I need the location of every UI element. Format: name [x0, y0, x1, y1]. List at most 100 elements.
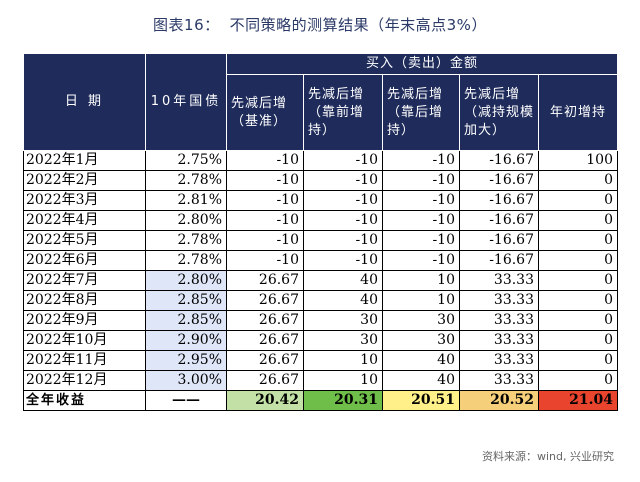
cell-strategy-4: -16.67: [459, 250, 539, 271]
header-strategy-5: 年初增持: [538, 74, 618, 151]
cell-strategy-3: -10: [382, 190, 460, 211]
cell-bond-yield: 2.90%: [145, 330, 227, 351]
cell-strategy-1: -10: [226, 250, 304, 271]
cell-bond-yield: 2.80%: [145, 210, 227, 231]
header-bond-yield: 10年国债: [145, 53, 227, 151]
cell-strategy-2: -10: [303, 250, 383, 271]
cell-bond-yield: 2.95%: [145, 350, 227, 371]
cell-strategy-4: -16.67: [459, 230, 539, 251]
table-row: 2022年7月 2.80% 26.67 40 10 33.33 0: [23, 270, 618, 291]
table-row: 2022年2月 2.78% -10 -10 -10 -16.67 0: [23, 170, 618, 191]
cell-date: 2022年1月: [23, 150, 146, 171]
header-strategy-3: 先减后增（靠后增持）: [382, 74, 460, 151]
cell-strategy-4: 33.33: [459, 350, 539, 371]
table-row: 2022年11月 2.95% 26.67 10 40 33.33 0: [23, 350, 618, 371]
figure-number: 图表16：: [153, 16, 220, 34]
cell-strategy-4: -16.67: [459, 210, 539, 231]
cell-strategy-2: 40: [303, 290, 383, 311]
cell-strategy-1: 26.67: [226, 310, 304, 331]
cell-strategy-2: -10: [303, 230, 383, 251]
cell-strategy-2: 30: [303, 330, 383, 351]
cell-strategy-4: -16.67: [459, 170, 539, 191]
cell-strategy-4: 33.33: [459, 370, 539, 391]
cell-strategy-2: 10: [303, 350, 383, 371]
cell-strategy-4: -16.67: [459, 190, 539, 211]
cell-date: 2022年5月: [23, 230, 146, 251]
cell-date: 2022年11月: [23, 350, 146, 371]
cell-strategy-4: 33.33: [459, 270, 539, 291]
cell-strategy-2: 10: [303, 370, 383, 391]
cell-strategy-2: -10: [303, 170, 383, 191]
cell-bond-yield: 2.78%: [145, 250, 227, 271]
cell-bond-yield: 3.00%: [145, 370, 227, 391]
cell-bond-yield: 2.78%: [145, 170, 227, 191]
table-row: 2022年1月 2.75% -10 -10 -10 -16.67 100: [23, 150, 618, 171]
cell-strategy-2: 40: [303, 270, 383, 291]
cell-bond-yield: 2.85%: [145, 290, 227, 311]
cell-strategy-2: 30: [303, 310, 383, 331]
cell-date: 2022年6月: [23, 250, 146, 271]
cell-strategy-3: -10: [382, 250, 460, 271]
table-row: 2022年10月 2.90% 26.67 30 30 33.33 0: [23, 330, 618, 351]
cell-date: 2022年4月: [23, 210, 146, 231]
header-strategy-1: 先减后增（基准）: [226, 74, 304, 151]
cell-strategy-5: 100: [538, 150, 618, 171]
cell-strategy-5: 0: [538, 370, 618, 391]
table-row: 2022年9月 2.85% 26.67 30 30 33.33 0: [23, 310, 618, 331]
cell-date: 2022年9月: [23, 310, 146, 331]
table-row: 2022年5月 2.78% -10 -10 -10 -16.67 0: [23, 230, 618, 251]
cell-strategy-3: 10: [382, 270, 460, 291]
cell-strategy-5: 0: [538, 170, 618, 191]
table-row: 2022年8月 2.85% 26.67 40 10 33.33 0: [23, 290, 618, 311]
cell-strategy-1: 26.67: [226, 370, 304, 391]
cell-date: 2022年7月: [23, 270, 146, 291]
cell-strategy-5: 0: [538, 230, 618, 251]
cell-strategy-4: 33.33: [459, 310, 539, 331]
total-strategy-1: 20.42: [226, 390, 304, 411]
cell-strategy-4: 33.33: [459, 290, 539, 311]
cell-strategy-5: 0: [538, 270, 618, 291]
cell-strategy-2: -10: [303, 210, 383, 231]
cell-strategy-1: -10: [226, 190, 304, 211]
cell-strategy-1: -10: [226, 150, 304, 171]
cell-strategy-5: 0: [538, 350, 618, 371]
total-strategy-5: 21.04: [538, 390, 618, 411]
cell-strategy-3: -10: [382, 150, 460, 171]
cell-strategy-1: -10: [226, 230, 304, 251]
cell-strategy-5: 0: [538, 290, 618, 311]
table-row: 2022年12月 3.00% 26.67 10 40 33.33 0: [23, 370, 618, 391]
table-row: 2022年4月 2.80% -10 -10 -10 -16.67 0: [23, 210, 618, 231]
table-row: 2022年3月 2.81% -10 -10 -10 -16.67 0: [23, 190, 618, 211]
cell-strategy-1: 26.67: [226, 290, 304, 311]
total-strategy-2: 20.31: [303, 390, 383, 411]
table-row: 2022年6月 2.78% -10 -10 -10 -16.67 0: [23, 250, 618, 271]
cell-bond-yield: 2.78%: [145, 230, 227, 251]
cell-strategy-1: 26.67: [226, 330, 304, 351]
cell-strategy-5: 0: [538, 210, 618, 231]
cell-strategy-3: -10: [382, 210, 460, 231]
cell-date: 2022年10月: [23, 330, 146, 351]
total-bond-placeholder: ——: [145, 390, 227, 411]
cell-strategy-3: 30: [382, 310, 460, 331]
cell-strategy-5: 0: [538, 190, 618, 211]
cell-strategy-2: -10: [303, 190, 383, 211]
cell-strategy-3: -10: [382, 170, 460, 191]
cell-strategy-3: 10: [382, 290, 460, 311]
cell-date: 2022年8月: [23, 290, 146, 311]
header-strategy-2: 先减后增（靠前增持）: [303, 74, 383, 151]
figure-title-text: 不同策略的测算结果（年末高点3%）: [229, 16, 487, 34]
cell-date: 2022年12月: [23, 370, 146, 391]
cell-bond-yield: 2.80%: [145, 270, 227, 291]
cell-strategy-1: -10: [226, 210, 304, 231]
table-body: 2022年1月 2.75% -10 -10 -10 -16.67 100 2022年2月 2.7…: [23, 150, 618, 411]
results-table: 日 期 10年国债 买入（卖出）金额 先减后增（基准） 先减后增（靠前增持） 先…: [23, 53, 618, 411]
cell-strategy-4: -16.67: [459, 150, 539, 171]
cell-strategy-1: 26.67: [226, 270, 304, 291]
cell-date: 2022年3月: [23, 190, 146, 211]
cell-bond-yield: 2.85%: [145, 310, 227, 331]
total-strategy-4: 20.52: [459, 390, 539, 411]
header-trade-amount: 买入（卖出）金额: [226, 53, 618, 75]
cell-strategy-3: 40: [382, 370, 460, 391]
source-note: 资料来源：wind, 兴业研究: [482, 450, 614, 463]
cell-strategy-1: -10: [226, 170, 304, 191]
